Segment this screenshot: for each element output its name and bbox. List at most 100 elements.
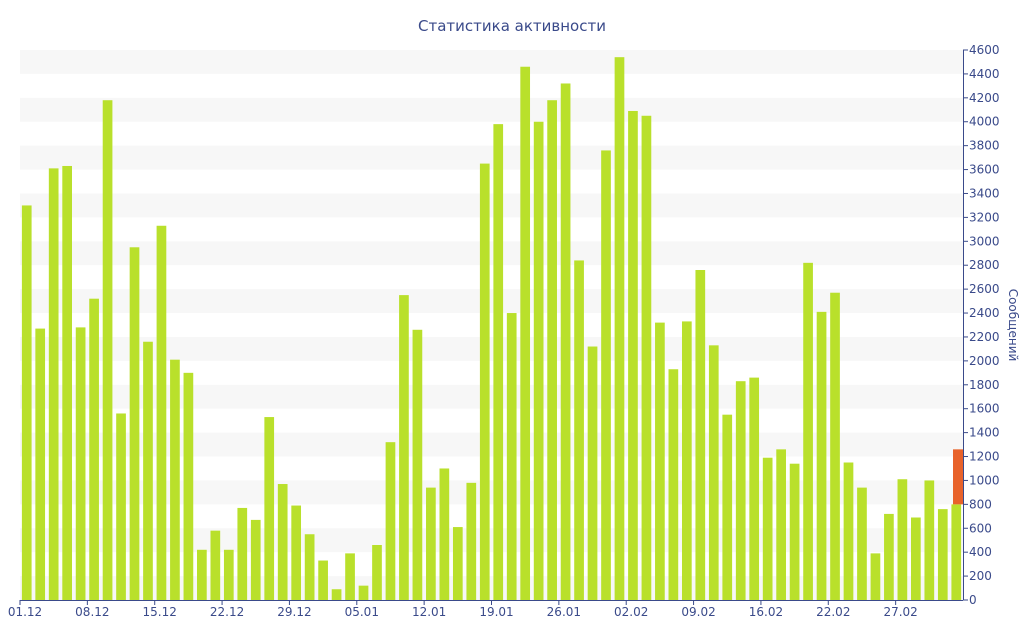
bar [264, 417, 275, 600]
bar [479, 163, 490, 600]
y-axis-ticks: 0 200 400 600 800 1000 1200 1400 1600 1800 2000 220… [963, 43, 1000, 607]
bar [749, 377, 760, 600]
grid-band [20, 241, 963, 266]
grid-band [20, 145, 963, 170]
grid-band [20, 193, 963, 218]
bar [399, 295, 409, 600]
x-tick-label: 12.01 [412, 605, 446, 619]
y-tick-label: 3600 [969, 163, 1000, 177]
bar [843, 462, 854, 600]
bar [318, 560, 328, 600]
x-tick-label: 02.02 [614, 605, 648, 619]
bar [452, 527, 463, 600]
grid-band [20, 97, 963, 122]
chart-title: Статистика активности [418, 17, 606, 35]
bar [197, 549, 207, 600]
bar [358, 585, 369, 600]
bar [506, 313, 517, 600]
bar [21, 205, 32, 600]
bar [439, 468, 450, 600]
bar [870, 553, 881, 600]
bar [789, 463, 800, 600]
bar [331, 589, 342, 600]
bar [762, 457, 773, 600]
bar [681, 321, 692, 600]
bar [830, 292, 840, 600]
bar [102, 100, 113, 600]
x-tick-label: 09.02 [681, 605, 715, 619]
bar [223, 549, 234, 600]
bar [62, 165, 72, 600]
y-tick-label: 800 [969, 497, 992, 511]
x-tick-label: 29.12 [277, 605, 311, 619]
bar [560, 83, 571, 600]
y-tick-label: 0 [969, 593, 977, 607]
y-axis-label: Сообщений [1006, 289, 1020, 362]
y-tick-label: 1000 [969, 473, 1000, 487]
grid-band [20, 336, 963, 361]
bar [129, 247, 140, 601]
y-tick-label: 3200 [969, 210, 1000, 224]
bar [89, 298, 99, 600]
bar [816, 311, 827, 600]
y-tick-label: 3000 [969, 234, 1000, 248]
bar [803, 262, 813, 600]
y-tick-label: 2800 [969, 258, 1000, 272]
bar [857, 487, 867, 600]
bar [291, 505, 302, 600]
y-tick-label: 4400 [969, 67, 1000, 81]
bar [695, 270, 706, 600]
bar [601, 150, 611, 600]
bar [210, 530, 221, 600]
bar [547, 100, 557, 600]
bar [116, 413, 126, 600]
bar [345, 553, 355, 600]
bar [35, 328, 46, 600]
y-tick-label: 600 [969, 521, 992, 535]
bar [924, 480, 935, 600]
highlight-range [953, 449, 963, 505]
bar [911, 517, 921, 600]
bar [385, 442, 396, 600]
x-tick-label: 19.01 [479, 605, 513, 619]
bar [277, 484, 288, 600]
highlight-marker [953, 449, 963, 505]
bar [520, 66, 531, 600]
x-tick-label: 01.12 [8, 605, 42, 619]
y-tick-label: 2200 [969, 330, 1000, 344]
grid-bands [20, 50, 963, 600]
grid-band [20, 384, 963, 409]
bar [372, 545, 382, 600]
x-tick-label: 15.12 [143, 605, 177, 619]
y-tick-label: 1200 [969, 450, 1000, 464]
bar [951, 504, 962, 600]
bar [641, 115, 652, 601]
x-tick-label: 16.02 [749, 605, 783, 619]
y-tick-label: 4000 [969, 115, 1000, 129]
y-tick-label: 3400 [969, 186, 1000, 200]
bar [937, 509, 948, 600]
y-tick-label: 4200 [969, 91, 1000, 105]
y-tick-label: 2600 [969, 282, 1000, 296]
bar [655, 322, 665, 600]
bar [614, 57, 625, 601]
y-tick-label: 2400 [969, 306, 1000, 320]
x-tick-label: 05.01 [345, 605, 379, 619]
y-tick-label: 2000 [969, 354, 1000, 368]
y-tick-label: 4600 [969, 43, 1000, 57]
x-tick-label: 22.12 [210, 605, 244, 619]
bar [75, 327, 86, 600]
x-axis-ticks: 01.12 08.12 15.12 22.12 29.12 05.01 12.01 19.01… [8, 600, 918, 619]
bar [493, 124, 504, 600]
grid-band [20, 50, 963, 74]
bar [183, 372, 194, 600]
bar [466, 482, 477, 600]
bar [628, 110, 638, 600]
bar [776, 449, 786, 600]
bar [48, 168, 59, 600]
x-tick-label: 22.02 [816, 605, 850, 619]
bar [722, 414, 733, 600]
bar [426, 487, 436, 600]
y-tick-label: 400 [969, 545, 992, 559]
y-tick-label: 200 [969, 569, 992, 583]
